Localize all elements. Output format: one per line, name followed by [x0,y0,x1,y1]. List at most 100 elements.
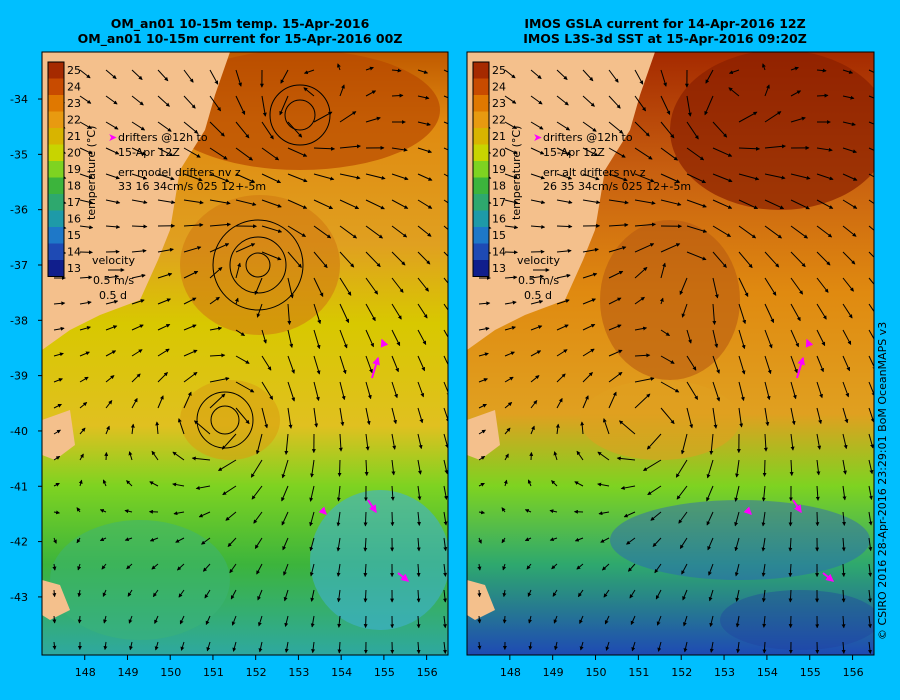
velocity-vector [261,121,274,140]
right-map-frame [466,51,875,656]
velocity-vector [105,400,113,409]
velocity-vector [530,147,545,155]
velocity-vector [679,537,688,549]
velocity-vector [279,95,289,116]
velocity-vector [151,563,159,570]
velocity-vector [708,589,714,602]
velocity-vector [686,355,697,371]
velocity-vector [634,266,648,279]
velocity-vector [764,277,777,296]
velocity-vector [683,641,688,653]
right-colorbar-tick: 15 [492,229,506,242]
velocity-vector [681,303,688,318]
velocity-vector [764,225,783,239]
velocity-vector [790,355,798,374]
velocity-vector [477,563,482,571]
velocity-vector [79,225,94,230]
velocity-vector [868,121,874,125]
velocity-vector [287,173,308,183]
velocity-vector [706,485,714,502]
velocity-vector [582,324,596,331]
velocity-vector [549,537,558,542]
velocity-vector [478,510,486,515]
velocity-vector [235,381,255,393]
velocity-vector [53,510,61,515]
velocity-vector [734,485,740,502]
velocity-vector [608,324,622,331]
velocity-vector [816,355,824,373]
velocity-vector [530,173,545,180]
velocity-vector [261,225,283,233]
velocity-vector [391,199,409,209]
velocity-vector [313,329,321,350]
velocity-vector [868,147,874,151]
velocity-vector [183,324,197,331]
velocity-vector [602,418,610,435]
velocity-vector [175,537,185,543]
velocity-vector [52,641,57,650]
right-colorbar-swatch [473,161,489,178]
left-colorbar-label: temperature (°C) [85,126,98,220]
velocity-vector [712,277,719,299]
velocity-vector [53,403,62,409]
left-colorbar-tick: 16 [67,213,81,226]
left-velocity-label: velocity [92,254,135,267]
velocity-vector [105,147,120,155]
velocity-vector [443,381,448,397]
velocity-vector [417,95,430,100]
velocity-vector [339,303,350,324]
velocity-vector [604,615,610,625]
velocity-vector [391,173,409,181]
velocity-vector [634,376,655,383]
velocity-vector [734,537,740,552]
velocity-vector [764,329,773,349]
velocity-vector [338,433,343,452]
velocity-vector [504,453,509,461]
velocity-vector [816,381,823,399]
velocity-vector [660,199,682,206]
velocity-vector [634,199,656,205]
velocity-vector [577,589,584,598]
velocity-vector [603,589,610,598]
velocity-vector [209,121,225,137]
velocity-vector [235,69,242,87]
velocity-vector [254,537,263,549]
velocity-vector [816,199,834,209]
velocity-vector [530,95,543,105]
velocity-vector [660,262,666,279]
velocity-vector [261,381,274,400]
velocity-vector [634,121,650,137]
velocity-vector [313,407,319,428]
velocity-vector [556,199,573,205]
right-lon-tick-label: 150 [586,666,607,679]
velocity-vector [183,349,198,357]
velocity-vector [660,95,671,115]
velocity-vector [365,173,386,180]
velocity-vector [738,407,744,428]
velocity-vector [79,199,94,205]
velocity-vector [183,147,201,158]
velocity-vector [443,69,448,73]
velocity-vector [235,121,250,139]
velocity-vector [620,485,636,490]
velocity-vector [177,418,185,435]
right-colorbar-tick: 14 [492,246,506,259]
velocity-vector [504,225,519,230]
velocity-vector [707,537,714,551]
velocity-vector [256,303,263,318]
velocity-vector [712,329,719,348]
velocity-vector [762,63,766,71]
velocity-vector [178,589,185,598]
velocity-vector [391,68,402,73]
left-lon-tick-label: 155 [374,666,395,679]
velocity-vector [556,349,568,357]
left-colorbar-tick: 13 [67,262,81,275]
velocity-vector [229,563,237,574]
right-colorbar-swatch [473,62,489,79]
velocity-vector [209,296,220,305]
right-land-tasmania [467,580,495,620]
velocity-vector [686,199,707,208]
velocity-vector [868,433,874,449]
right-velocity-label: velocity [517,254,560,267]
velocity-vector [556,224,573,229]
